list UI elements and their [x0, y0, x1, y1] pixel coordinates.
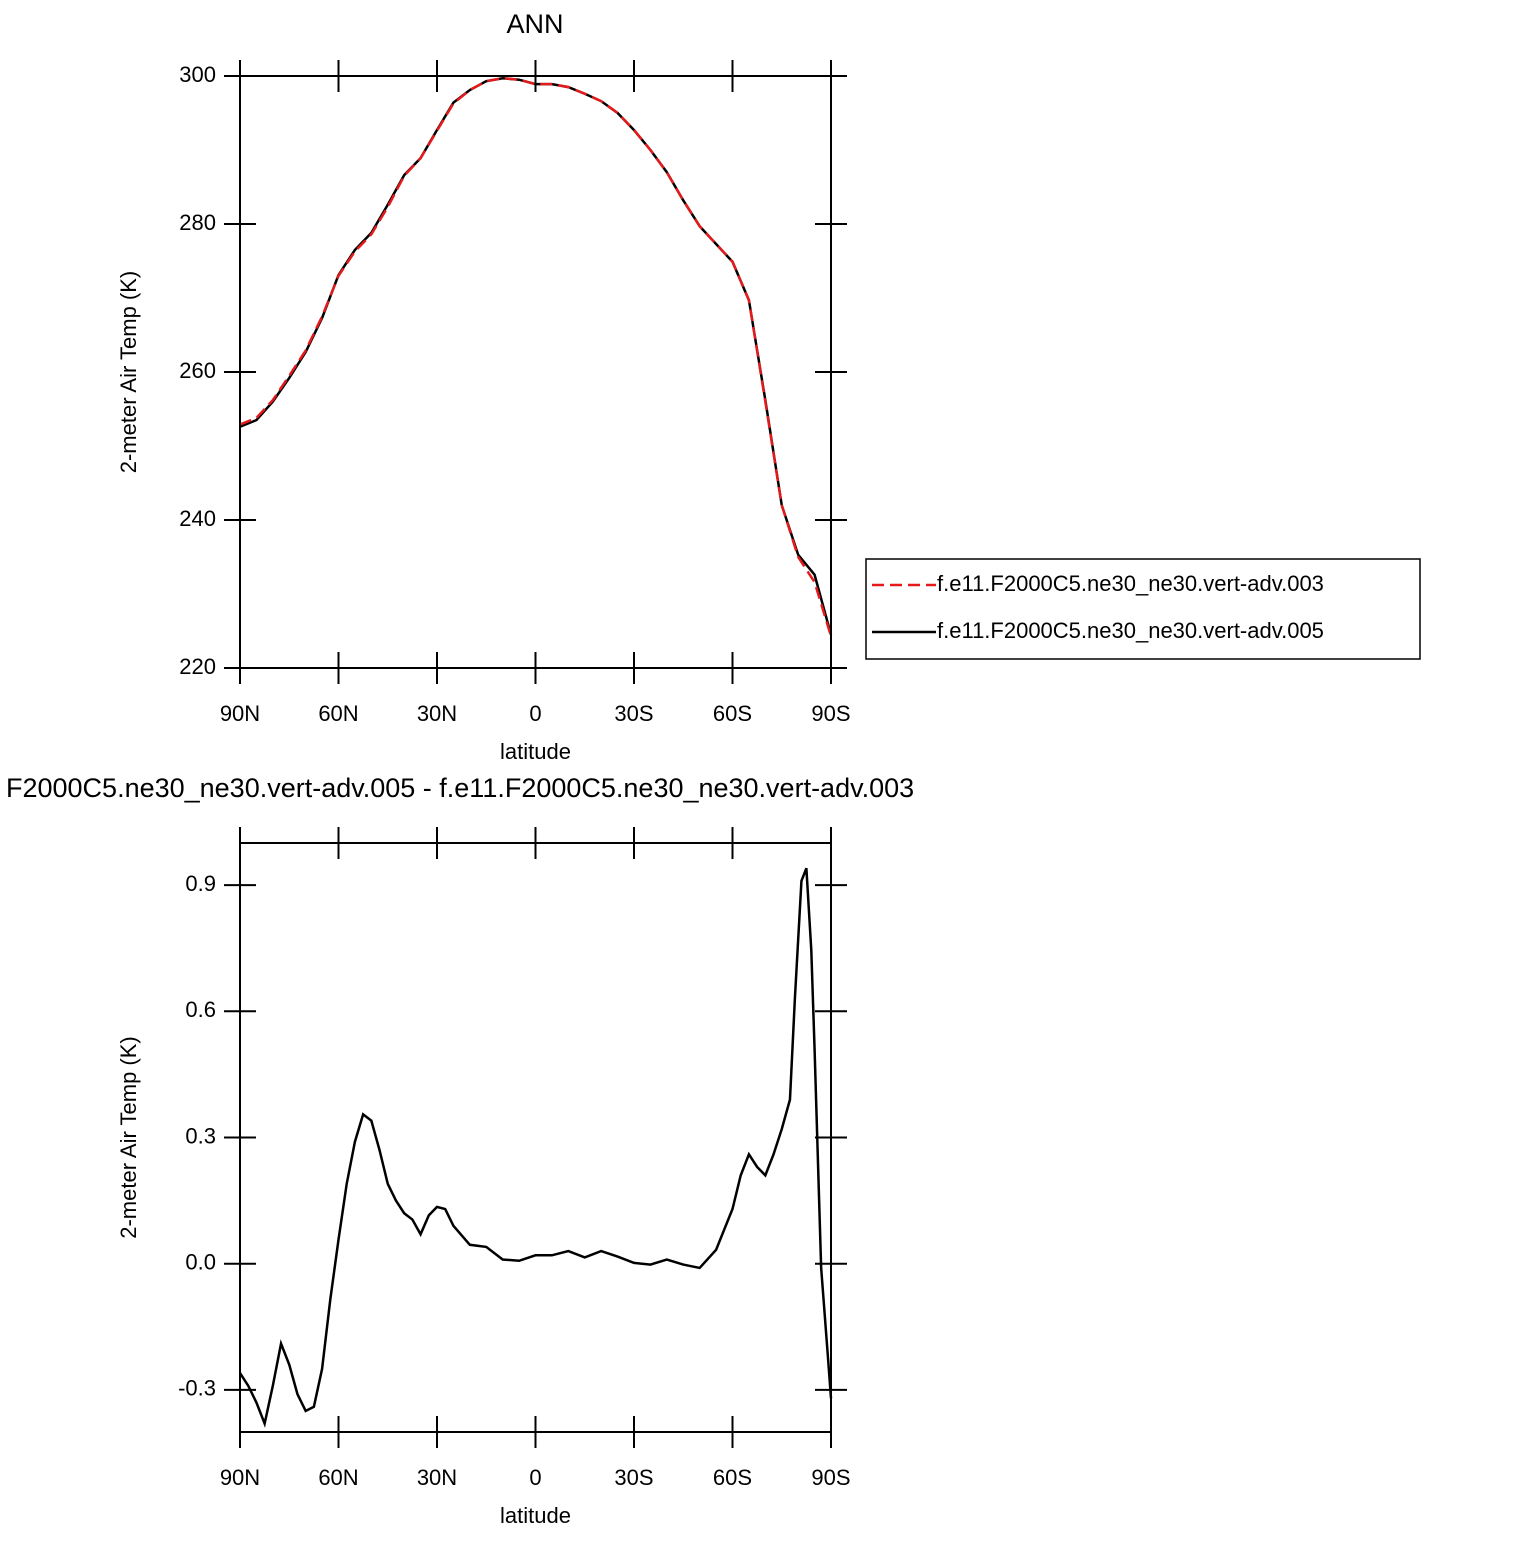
y-tick-label: 0.0: [185, 1250, 216, 1275]
y-tick-label: -0.3: [178, 1376, 216, 1401]
y-tick-label: 280: [179, 210, 216, 235]
chart-title: ANN: [506, 9, 563, 39]
x-tick-label: 90S: [811, 1465, 850, 1490]
x-tick-label: 90N: [220, 1465, 260, 1490]
legend-label: f.e11.F2000C5.ne30_ne30.vert-adv.005: [937, 618, 1324, 643]
x-tick-label: 30N: [417, 1465, 457, 1490]
y-tick-label: 0.9: [185, 871, 216, 896]
series-line: [239, 76, 833, 636]
y-tick-label: 260: [179, 358, 216, 383]
y-axis-label: 2-meter Air Temp (K): [116, 271, 141, 474]
x-axis-label: latitude: [500, 739, 571, 764]
x-axis-label: latitude: [500, 1503, 571, 1528]
x-tick-label: 90S: [811, 701, 850, 726]
x-tick-label: 0: [529, 701, 541, 726]
x-tick-label: 90N: [220, 701, 260, 726]
legend-label: f.e11.F2000C5.ne30_ne30.vert-adv.003: [937, 571, 1324, 596]
x-tick-label: 0: [529, 1465, 541, 1490]
x-tick-label: 60N: [318, 1465, 358, 1490]
x-tick-label: 60N: [318, 701, 358, 726]
y-tick-label: 300: [179, 62, 216, 87]
y-tick-label: 220: [179, 654, 216, 679]
chart-title: F2000C5.ne30_ne30.vert-adv.005 - f.e11.F…: [6, 773, 914, 803]
x-tick-label: 60S: [713, 701, 752, 726]
plot-frame: [239, 842, 832, 1433]
x-tick-label: 30N: [417, 701, 457, 726]
x-tick-label: 60S: [713, 1465, 752, 1490]
legend-box: [865, 558, 1421, 660]
y-tick-label: 240: [179, 506, 216, 531]
series-line: [239, 76, 833, 637]
x-tick-label: 30S: [614, 1465, 653, 1490]
plot-frame: [239, 75, 832, 669]
y-tick-label: 0.3: [185, 1123, 216, 1148]
y-axis-label: 2-meter Air Temp (K): [116, 1036, 141, 1239]
series-line: [238, 867, 833, 1428]
y-tick-label: 0.6: [185, 997, 216, 1022]
x-tick-label: 30S: [614, 701, 653, 726]
